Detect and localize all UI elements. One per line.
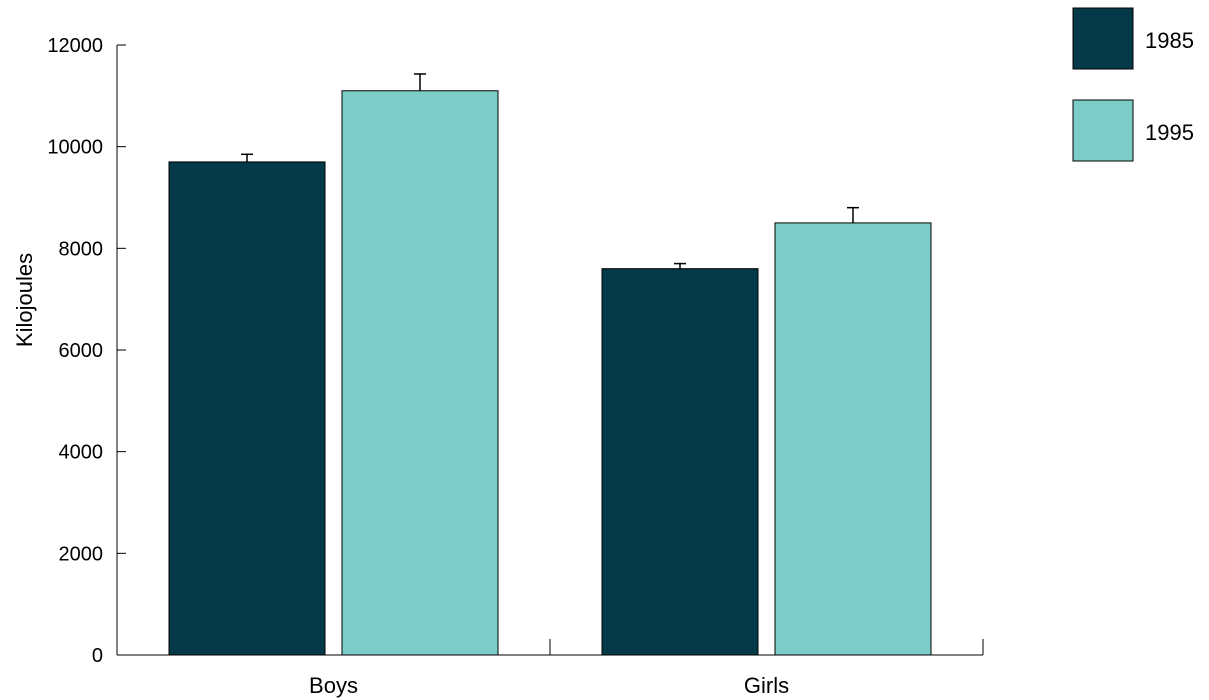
legend-label-1995: 1995: [1145, 120, 1194, 145]
bar-boys-1985: [168, 161, 326, 656]
legend-swatch-1985: [1072, 7, 1134, 70]
y-tick-label: 6000: [59, 340, 104, 362]
category-label-boys: Boys: [309, 673, 358, 698]
bar-girls-1995: [774, 222, 932, 656]
category-labels: Boys Girls: [309, 673, 789, 698]
bar-boys-1995: [341, 90, 499, 656]
legend-swatch-1995: [1072, 99, 1134, 162]
y-tick-label: 4000: [59, 442, 104, 464]
error-bars: [241, 73, 859, 269]
y-tick-label: 8000: [59, 238, 104, 260]
bar-girls-1985: [601, 268, 759, 656]
legend: 1985 1995: [1072, 7, 1194, 162]
legend-label-1985: 1985: [1145, 28, 1194, 53]
y-tick-label: 10000: [47, 137, 103, 159]
y-tick-label: 0: [92, 645, 103, 667]
y-tick-label: 12000: [47, 35, 103, 57]
y-ticks: 0 2000 4000 6000 8000 10000 12000: [47, 35, 126, 667]
category-label-girls: Girls: [744, 673, 789, 698]
y-axis-label: Kilojoules: [12, 253, 37, 347]
bars: [168, 90, 932, 656]
y-tick-label: 2000: [59, 543, 104, 565]
